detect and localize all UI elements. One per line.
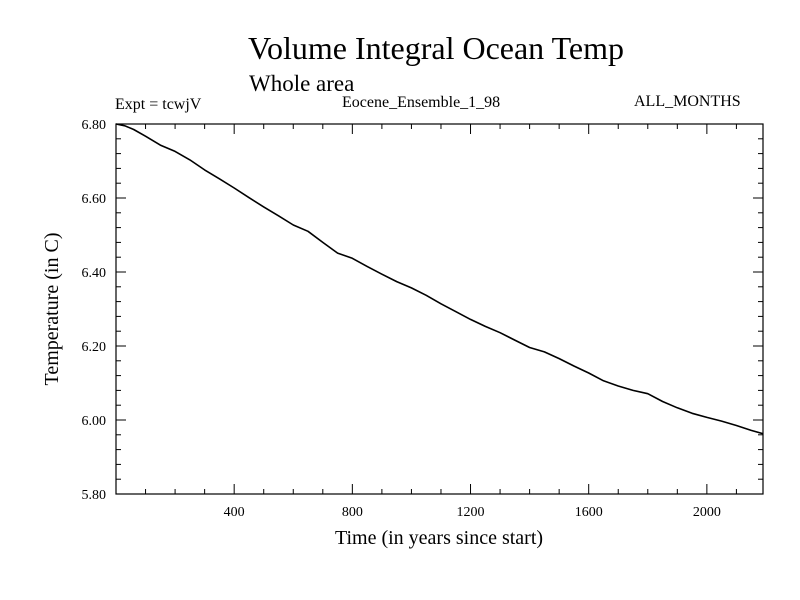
y-tick-label: 5.80 (82, 488, 107, 503)
y-tick-label: 6.60 (82, 192, 107, 207)
x-tick-label: 1200 (457, 505, 485, 520)
y-tick-label: 6.00 (82, 414, 107, 429)
y-tick-label: 6.20 (82, 340, 107, 355)
axis-ticks (116, 124, 763, 494)
x-tick-label: 800 (342, 505, 363, 520)
y-tick-label: 6.40 (82, 266, 107, 281)
plot-frame (115, 123, 764, 495)
x-tick-label: 2000 (693, 505, 721, 520)
tick-labels: 400 800 1200 1600 2000 5.80 6.00 6.20 6.40 6.60 6.… (82, 118, 721, 520)
y-tick-label: 6.80 (82, 118, 107, 133)
chart-title: Volume Integral Ocean Temp (247, 30, 624, 66)
y-axis-label: Temperature (in C) (41, 233, 63, 386)
experiment-label: Expt = tcwjV (115, 96, 202, 113)
x-axis-label: Time (in years since start) (335, 527, 543, 549)
temperature-series-line (115, 123, 764, 435)
run-name-label: Eocene_Ensemble_1_98 (342, 94, 501, 111)
months-label: ALL_MONTHS (634, 93, 741, 110)
x-tick-label: 400 (224, 505, 245, 520)
x-tick-label: 1600 (575, 505, 603, 520)
chart-subtitle: Whole area (249, 71, 355, 96)
